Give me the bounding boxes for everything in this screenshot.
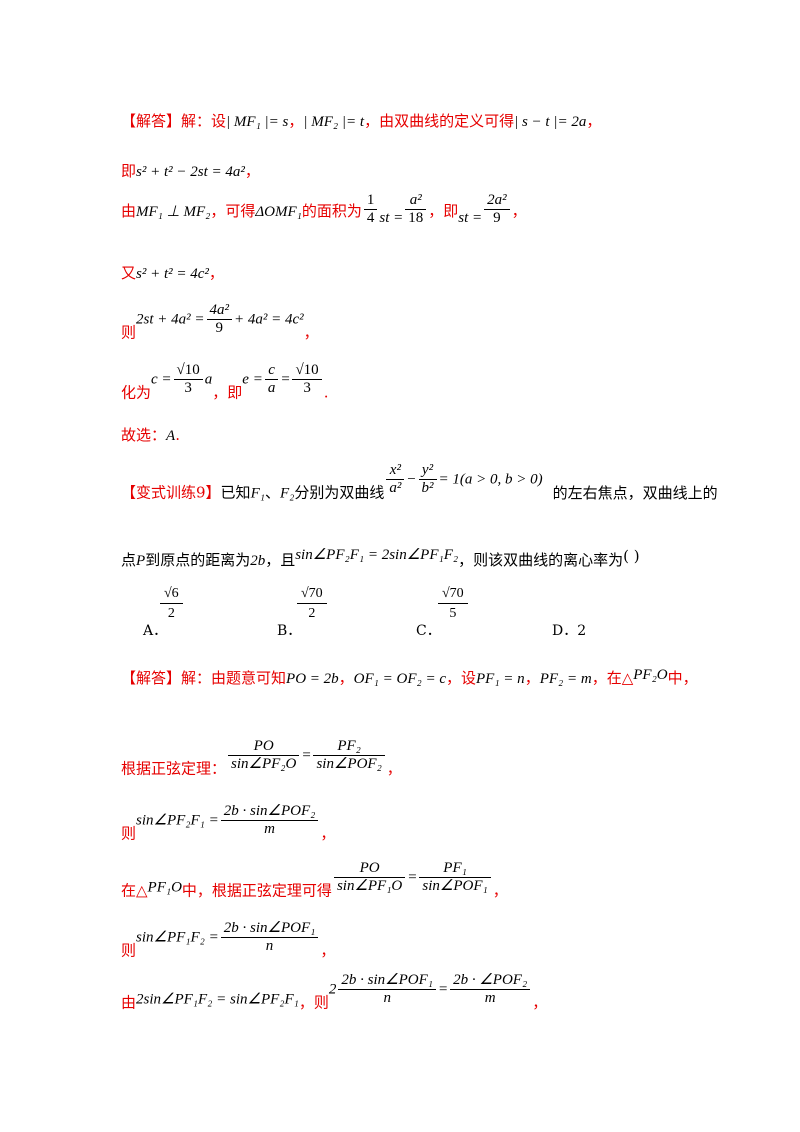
option-c-label[interactable]: C． [416,623,441,639]
fraction: 4a² 9 [206,302,233,337]
solution-line-6: 化为c = √10 3 a，即e = c a = √10 3. [121,362,329,402]
solution-label: 【解答】 [121,112,182,130]
fraction: 2a² 9 [484,192,510,227]
problem-label: 【变式训练9】 [121,483,221,502]
solution2-line-5: 则sin∠PF₁F₂ = 2b · sin∠POF₁ n， [121,920,336,960]
fraction: 2b · sin∠POF₁ n [338,972,436,1007]
option-b-fraction: √70 2 [297,584,327,623]
solution-line-1: 【解答】解：设| MF₁ |= s，| MF₂ |= t，由双曲线的定义可得| … [121,112,602,130]
solution-line-7: 故选：A. [121,426,180,444]
fraction: 2b · sin∠POF₂ m [220,803,319,838]
fraction: √10 3 [292,362,322,397]
solution2-line-2: 根据正弦定理： PO sin∠PF₂O = PF₂ sin∠POF₂， [121,738,402,778]
solution2-line-3: 则sin∠PF₂F₁ = 2b · sin∠POF₂ m， [121,803,336,843]
fraction: PO sin∠PF₂O [228,738,300,773]
option-a-label[interactable]: A． [143,623,168,639]
solution-line-4: 又s² + t² = 4c²， [121,264,224,282]
option-b-label[interactable]: B． [277,623,302,639]
solution2-line-1: 【解答】解：由题意可知PO = 2b，OF₁ = OF₂ = c，设PF₁ = … [121,667,698,687]
option-a-fraction: √6 2 [160,584,183,623]
fraction: 2b · ∠POF₂ m [450,972,531,1007]
problem-line-1: 【变式训练9】已知F₁、F₂分别为双曲线 x² a² − y² b² = 1(a > 0, … [121,462,718,502]
fraction: y² b² [418,462,437,497]
solution-line-5: 则2st + 4a² = 4a² 9 + 4a² = 4c²， [121,302,319,342]
option-d-label[interactable]: D．2 [552,623,587,639]
problem-line-2: 点P到原点的距离为2b，且sin∠PF₂F₁ = 2sin∠PF₁F₂，则该双曲… [121,547,640,569]
fraction: x² a² [386,462,405,497]
solution2-line-6: 由2sin∠PF₁F₂ = sin∠PF₂F₁，则2 2b · sin∠POF₁ n… [121,972,548,1012]
fraction: PF₁ sin∠POF₁ [419,860,491,895]
fraction: a² 18 [405,192,427,227]
solution-line-2: 即s² + t² − 2st = 4a²， [121,162,260,180]
fraction: √10 3 [173,362,203,397]
fraction: PO sin∠PF₁O [333,860,406,895]
solution2-line-4: 在△PF₁O中，根据正弦定理可得 PO sin∠PF₁O = PF₁ sin∠POF₁， [121,860,508,900]
fraction: PF₂ sin∠POF₂ [313,738,385,773]
option-c-fraction: √70 5 [438,584,468,623]
fraction: 2b · sin∠POF₁ n [220,920,319,955]
solution-label: 【解答】 [121,669,182,687]
